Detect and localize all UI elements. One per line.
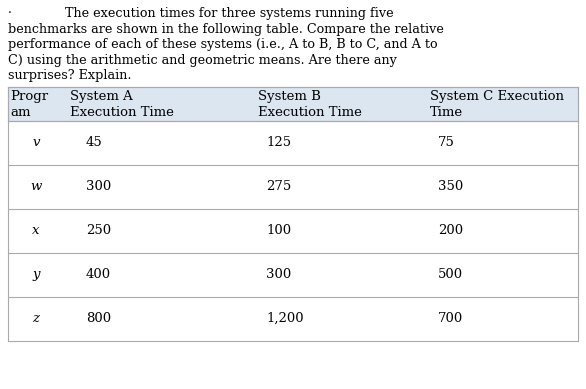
- Text: 800: 800: [86, 312, 111, 325]
- Text: 500: 500: [438, 268, 463, 281]
- Text: x: x: [32, 224, 40, 237]
- Text: 275: 275: [266, 180, 291, 193]
- Text: 700: 700: [438, 312, 464, 325]
- Text: performance of each of these systems (i.e., A to B, B to C, and A to: performance of each of these systems (i.…: [8, 38, 438, 51]
- Text: 200: 200: [438, 224, 463, 237]
- Text: System A: System A: [70, 89, 133, 102]
- Text: The execution times for three systems running five: The execution times for three systems ru…: [65, 7, 394, 20]
- Text: Execution Time: Execution Time: [70, 105, 174, 119]
- Text: 300: 300: [86, 180, 111, 193]
- Text: y: y: [32, 268, 40, 281]
- Text: 250: 250: [86, 224, 111, 237]
- Text: 350: 350: [438, 180, 464, 193]
- Text: 400: 400: [86, 268, 111, 281]
- Text: benchmarks are shown in the following table. Compare the relative: benchmarks are shown in the following ta…: [8, 23, 444, 35]
- Text: 100: 100: [266, 224, 291, 237]
- Text: 300: 300: [266, 268, 291, 281]
- Text: Progr: Progr: [10, 89, 48, 102]
- Text: am: am: [10, 105, 30, 119]
- Text: surprises? Explain.: surprises? Explain.: [8, 69, 131, 82]
- Text: System B: System B: [258, 89, 321, 102]
- Text: Execution Time: Execution Time: [258, 105, 362, 119]
- Text: C) using the arithmetic and geometric means. Are there any: C) using the arithmetic and geometric me…: [8, 54, 397, 67]
- Text: 75: 75: [438, 136, 455, 149]
- Text: 45: 45: [86, 136, 103, 149]
- Text: ·: ·: [8, 7, 12, 20]
- Text: z: z: [32, 312, 39, 325]
- Text: 1,200: 1,200: [266, 312, 304, 325]
- Text: System C Execution: System C Execution: [430, 89, 564, 102]
- Text: w: w: [30, 180, 42, 193]
- Bar: [8, 86, 578, 121]
- Text: Time: Time: [430, 105, 463, 119]
- Text: 125: 125: [266, 136, 291, 149]
- Text: v: v: [32, 136, 40, 149]
